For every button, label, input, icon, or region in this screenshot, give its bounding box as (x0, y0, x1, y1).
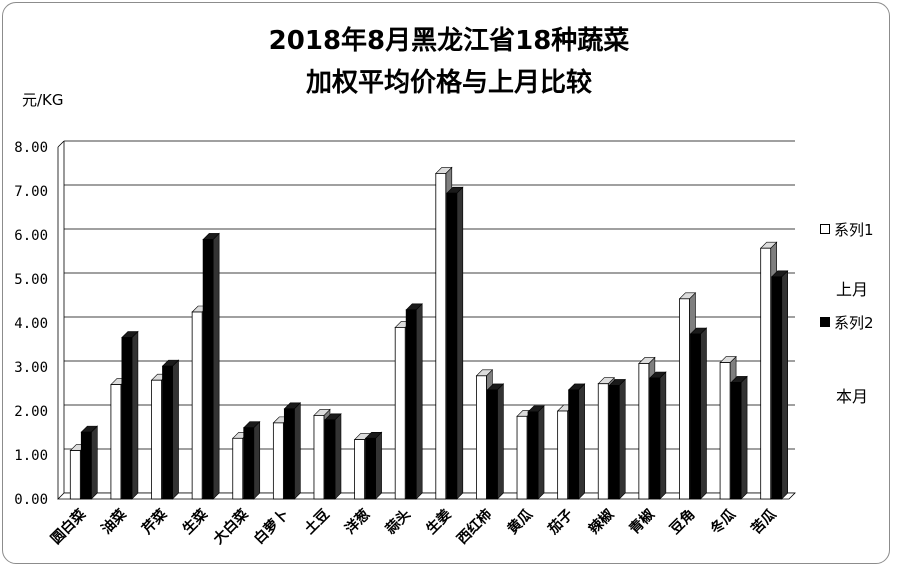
bar-side (131, 330, 139, 500)
bar-side (375, 431, 382, 500)
bar-side (253, 420, 261, 500)
bar-series1 (110, 384, 122, 500)
bar-side (700, 327, 707, 500)
bar-side (578, 383, 585, 500)
x-tick-label: 冬瓜 (707, 506, 739, 538)
x-tick-label: 大白菜 (210, 505, 252, 547)
y-tick-label: 8.00 (14, 140, 48, 156)
bar-series1 (760, 247, 772, 500)
bar-side (659, 371, 667, 500)
x-tick-label: 豆角 (666, 506, 698, 538)
chart-title-line1: 2018年8月黑龙江省18种蔬菜 (268, 26, 630, 56)
bar-series1 (516, 415, 528, 500)
bar-series1 (435, 172, 447, 500)
legend-series-1: 系列1 (820, 219, 874, 240)
bar-series1 (232, 437, 244, 500)
x-tick-label: 圆白菜 (47, 505, 89, 547)
bar-series1 (557, 410, 569, 500)
bar-series2 (690, 333, 701, 500)
y-tick-label: 1.00 (14, 448, 48, 464)
legend-swatch-series-2 (820, 317, 830, 327)
bar-series2 (283, 408, 295, 500)
bar-series2 (202, 238, 214, 500)
bar-side (212, 232, 220, 500)
legend-note-this-month: 本月 (836, 387, 869, 406)
bar-series2 (608, 385, 620, 500)
bar-series2 (446, 192, 458, 500)
bar-series1 (679, 298, 690, 500)
y-tick-label: 3.00 (14, 360, 48, 376)
bar-side (618, 378, 626, 500)
x-tick-label: 芹菜 (139, 505, 172, 538)
y-tick-label: 5.00 (14, 272, 48, 288)
x-tick-label: 茄子 (544, 506, 577, 539)
y-tick-label: 2.00 (14, 404, 48, 420)
x-tick-label: 生菜 (179, 505, 212, 538)
y-axis-label: 元/KG (22, 91, 64, 109)
bar-series1 (597, 383, 609, 500)
bar-series2 (243, 427, 255, 500)
bar-series2 (121, 337, 133, 500)
bar-side (294, 402, 301, 500)
x-tick-label: 西红柿 (454, 506, 496, 548)
y-tick-label: 6.00 (14, 228, 48, 244)
legend-label-series-2: 系列2 (834, 314, 874, 332)
bar-series2 (771, 276, 783, 500)
bar-side (91, 425, 98, 500)
bar-series2 (487, 389, 498, 500)
bar-series1 (151, 379, 162, 500)
legend-label-series-1: 系列1 (834, 221, 874, 239)
bar-series1 (191, 311, 203, 500)
y-tick-label: 7.00 (14, 184, 48, 200)
x-tick-label: 白萝卜 (250, 506, 292, 548)
bar-series1 (272, 422, 284, 500)
bar-series1 (476, 375, 487, 500)
x-tick-label: 油菜 (98, 505, 131, 538)
bar-side (172, 359, 179, 500)
bar-series2 (649, 377, 661, 500)
bar-series1 (313, 414, 325, 500)
bar-series2 (527, 411, 539, 500)
bar-series2 (568, 389, 580, 500)
bar-side (781, 270, 788, 500)
bar-series2 (80, 431, 92, 500)
wall-top-edge (57, 140, 65, 148)
x-tick-label: 土豆 (301, 506, 333, 538)
legend-note-last-month: 上月 (836, 280, 869, 299)
bar-series1 (638, 363, 650, 500)
bar-side (537, 405, 545, 500)
bar-series1 (354, 439, 365, 500)
x-tick-label: 蒜头 (382, 506, 414, 538)
bar-series2 (162, 365, 173, 500)
bar-side (415, 303, 423, 500)
bar-side (740, 375, 748, 500)
x-tick-label: 青椒 (626, 506, 658, 538)
x-tick-label: 辣椒 (585, 506, 617, 538)
bar-series1 (719, 362, 731, 500)
bar-side (497, 383, 504, 500)
chart-title-line2: 加权平均价格与上月比较 (305, 68, 592, 98)
bar-series1 (394, 326, 406, 500)
legend-series-2: 系列2 (820, 312, 874, 333)
legend-swatch-series-1 (820, 224, 830, 234)
x-tick-label: 苦瓜 (748, 506, 780, 538)
x-tick-label: 黄瓜 (504, 506, 536, 538)
bar-series2 (730, 381, 742, 500)
y-tick-label: 0.00 (14, 492, 48, 508)
y-tick-label: 4.00 (14, 316, 48, 332)
bar-series2 (405, 309, 417, 500)
bar-series1 (69, 450, 81, 500)
bar-series2 (324, 419, 336, 500)
bar-side (334, 413, 342, 500)
x-tick-label: 生姜 (423, 506, 455, 538)
bar-side (456, 186, 464, 500)
x-tick-label: 洋葱 (342, 506, 374, 538)
bar-series2 (365, 437, 376, 500)
